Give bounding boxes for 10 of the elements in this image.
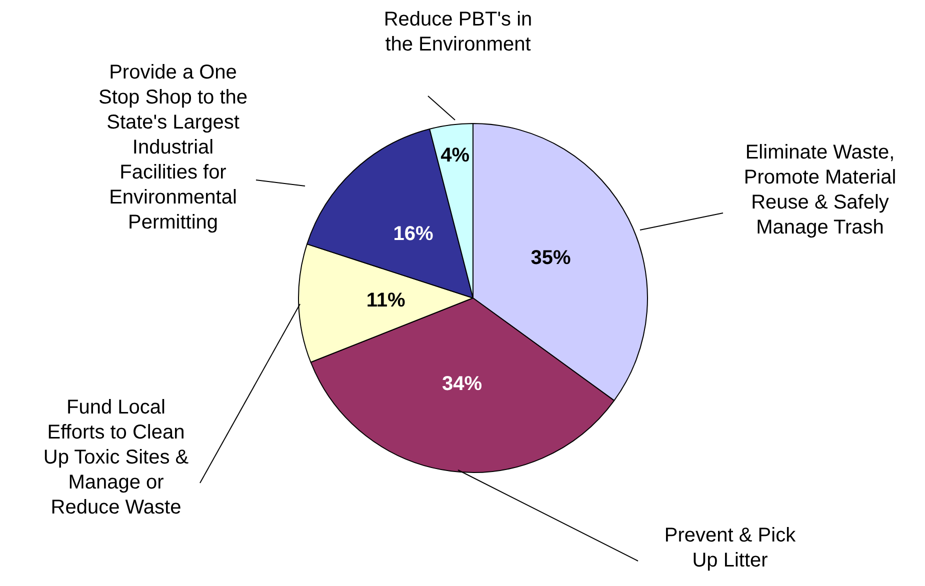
slice-label: Reduce PBT's in the Environment	[384, 8, 532, 56]
data-label: 35%	[530, 246, 571, 269]
data-label: 11%	[366, 289, 406, 312]
data-label: 34%	[442, 373, 482, 396]
slice-label: Prevent & Pick Up Litter	[664, 524, 797, 572]
slice-label: Provide a One Stop Shop to the State's Largest Industrial Facilities for Environmental Permitting	[98, 62, 248, 234]
slice-label: Fund Local Efforts to Clean Up Toxic Sites & Manage or Reduce Waste	[43, 396, 190, 519]
data-label: 4%	[440, 144, 470, 167]
slice-label: Eliminate Waste, Promote Material Reuse & Safely Manage Trash	[744, 142, 896, 239]
data-label: 16%	[393, 222, 434, 245]
